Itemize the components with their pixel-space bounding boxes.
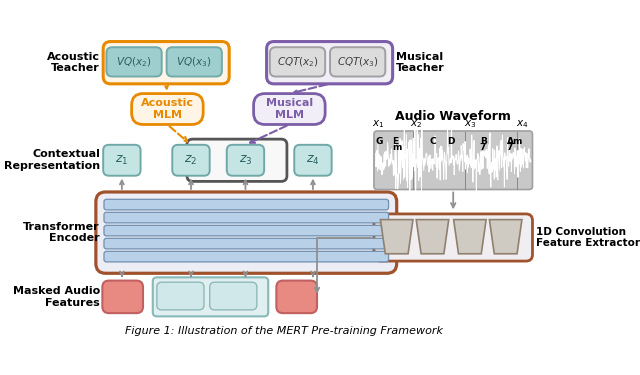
FancyBboxPatch shape [103, 145, 141, 176]
FancyBboxPatch shape [104, 251, 388, 262]
Text: $z_2$: $z_2$ [184, 154, 198, 167]
FancyBboxPatch shape [172, 145, 210, 176]
Text: $z_4$: $z_4$ [306, 154, 320, 167]
FancyBboxPatch shape [210, 282, 257, 310]
FancyBboxPatch shape [267, 42, 392, 84]
Text: Contextual
Representation: Contextual Representation [4, 150, 100, 171]
Text: Masked Audio
Features: Masked Audio Features [13, 286, 100, 308]
FancyBboxPatch shape [270, 47, 325, 76]
FancyBboxPatch shape [104, 199, 388, 210]
Text: $x_3$: $x_3$ [463, 118, 476, 130]
Text: 7: 7 [506, 143, 513, 152]
Polygon shape [454, 220, 486, 254]
Text: $z_1$: $z_1$ [115, 154, 129, 167]
Text: $CQT(x_2)$: $CQT(x_2)$ [276, 55, 319, 69]
FancyBboxPatch shape [157, 282, 204, 310]
Polygon shape [416, 220, 449, 254]
Text: $x_4$: $x_4$ [516, 118, 529, 130]
Text: Audio Waveform: Audio Waveform [396, 110, 511, 123]
FancyBboxPatch shape [102, 280, 143, 313]
FancyBboxPatch shape [104, 212, 388, 223]
Text: $CQT(x_3)$: $CQT(x_3)$ [337, 55, 379, 69]
FancyBboxPatch shape [374, 214, 532, 261]
Text: Am: Am [506, 136, 523, 146]
Text: $z_3$: $z_3$ [239, 154, 252, 167]
FancyBboxPatch shape [103, 42, 229, 84]
FancyBboxPatch shape [106, 47, 162, 76]
FancyBboxPatch shape [153, 278, 268, 316]
Text: $x_2$: $x_2$ [410, 118, 422, 130]
FancyBboxPatch shape [253, 94, 325, 124]
Text: $VQ(x_3)$: $VQ(x_3)$ [177, 55, 212, 69]
Polygon shape [490, 220, 522, 254]
Text: D: D [447, 136, 454, 146]
FancyBboxPatch shape [374, 131, 532, 189]
Text: G: G [376, 136, 383, 146]
FancyBboxPatch shape [187, 139, 287, 182]
Text: E: E [392, 136, 398, 146]
Text: Figure 1: Illustration of the MERT Pre-training Framework: Figure 1: Illustration of the MERT Pre-t… [125, 326, 444, 336]
FancyBboxPatch shape [330, 47, 385, 76]
Text: Musical
MLM: Musical MLM [266, 98, 313, 120]
FancyBboxPatch shape [104, 225, 388, 236]
FancyBboxPatch shape [96, 192, 397, 273]
FancyBboxPatch shape [132, 94, 203, 124]
Text: Musical
Teacher: Musical Teacher [396, 52, 445, 74]
FancyBboxPatch shape [104, 238, 388, 249]
Text: 1D Convolution
Feature Extractor: 1D Convolution Feature Extractor [536, 227, 640, 248]
Text: 7: 7 [479, 143, 486, 152]
Text: $VQ(x_2)$: $VQ(x_2)$ [116, 55, 152, 69]
Text: B: B [479, 136, 486, 146]
Text: C: C [429, 136, 436, 146]
Text: Acoustic
Teacher: Acoustic Teacher [47, 52, 100, 74]
FancyBboxPatch shape [294, 145, 332, 176]
Text: Acoustic
MLM: Acoustic MLM [141, 98, 194, 120]
Text: Transformer
Encoder: Transformer Encoder [23, 222, 100, 243]
FancyBboxPatch shape [276, 280, 317, 313]
Text: $x_1$: $x_1$ [372, 118, 384, 130]
FancyBboxPatch shape [166, 47, 222, 76]
Polygon shape [380, 220, 413, 254]
FancyBboxPatch shape [227, 145, 264, 176]
Text: m: m [392, 143, 401, 152]
